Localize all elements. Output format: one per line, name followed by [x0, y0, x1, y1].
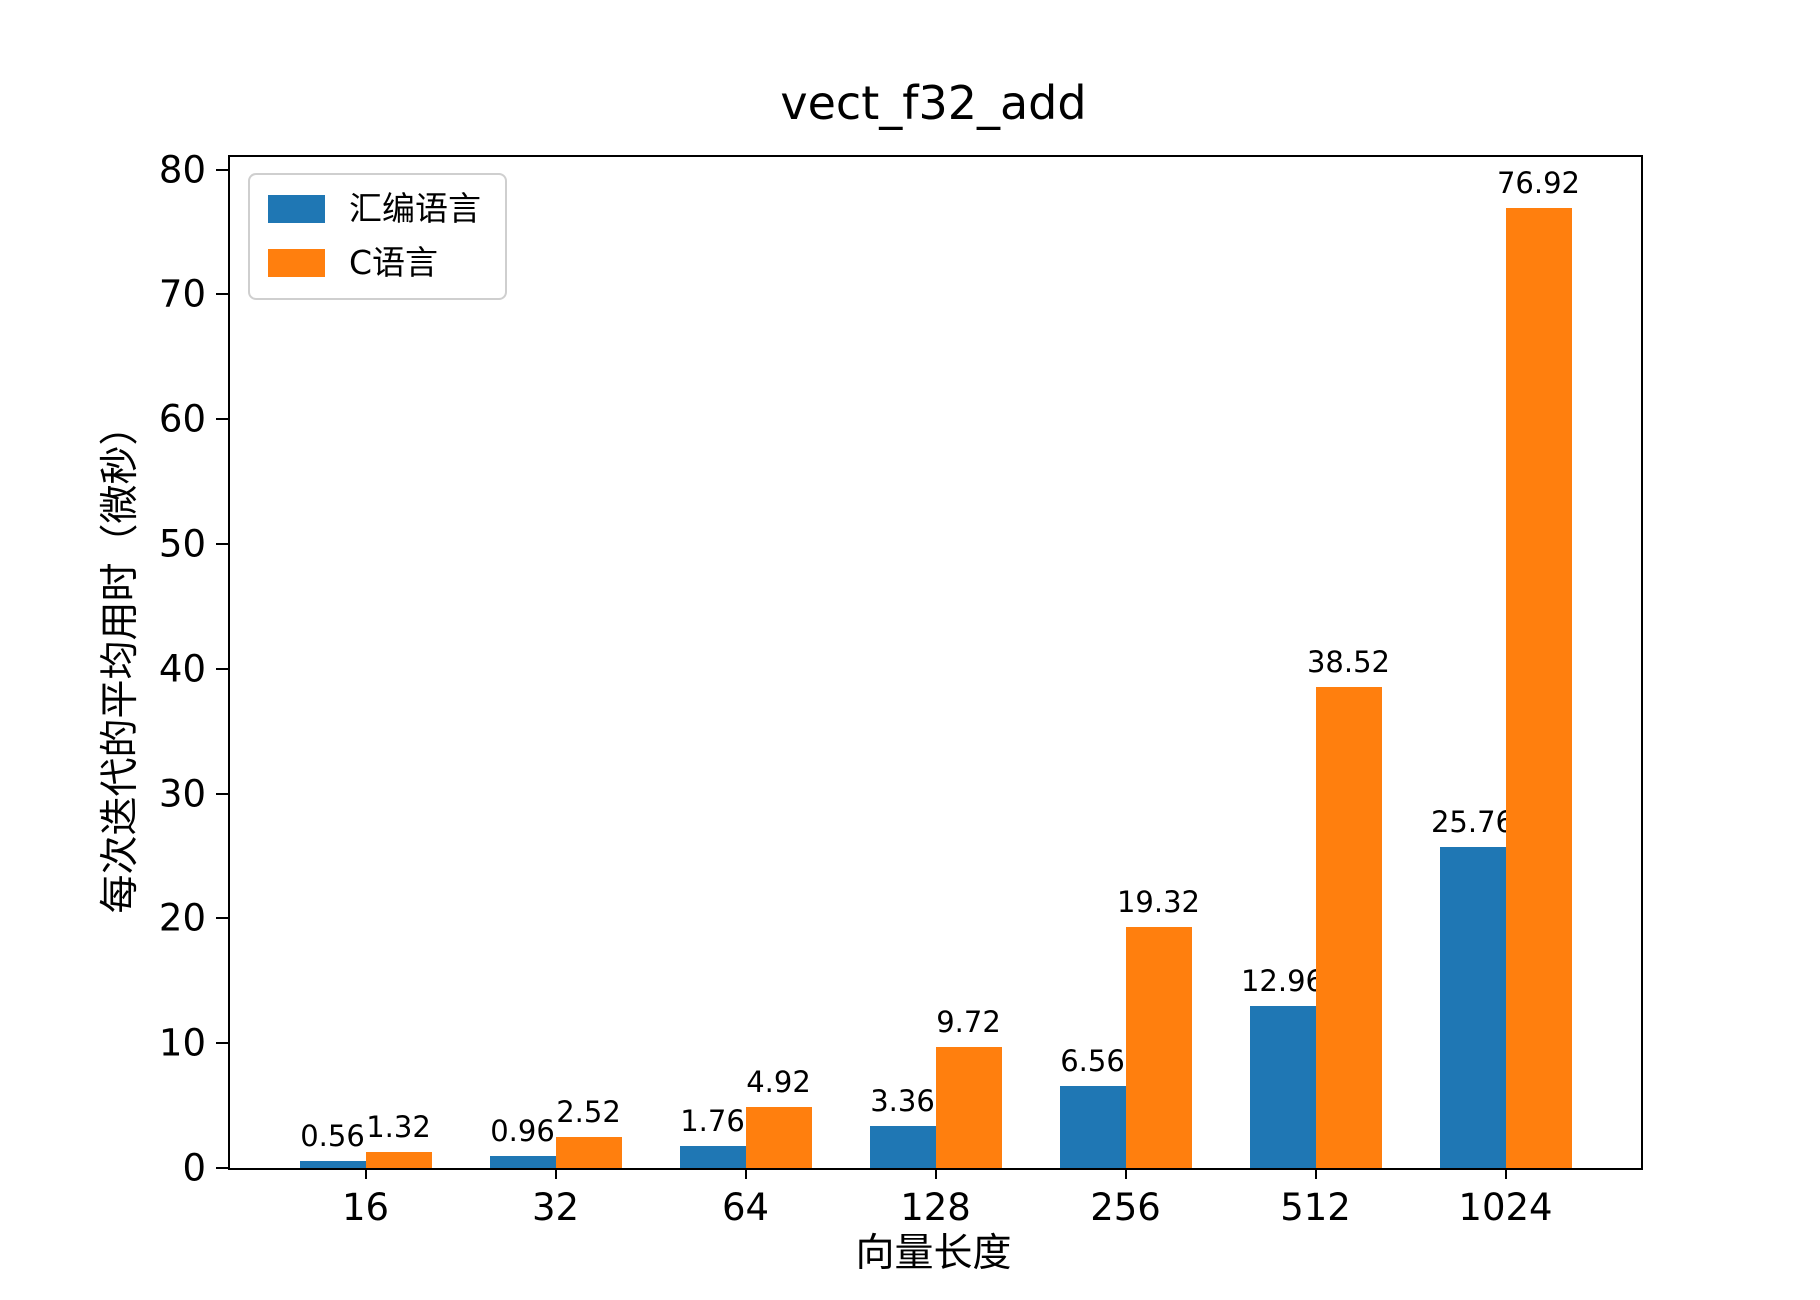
bar-汇编语言-64 [679, 1146, 746, 1168]
bar-value-label: 6.56 [1060, 1044, 1125, 1079]
x-tick-mark [554, 1168, 557, 1179]
bar-C语言-512 [1315, 687, 1382, 1168]
chart-title: vect_f32_add [780, 76, 1087, 130]
y-tick-mark [216, 293, 228, 296]
x-tick-label: 1024 [1458, 1186, 1553, 1229]
y-tick-label: 60 [158, 397, 206, 441]
bar-value-label: 9.72 [936, 1004, 1001, 1039]
bar-value-label: 0.96 [490, 1114, 555, 1148]
x-tick-mark [744, 1168, 747, 1179]
y-tick-label: 0 [182, 1146, 206, 1190]
y-tick-mark [216, 1042, 228, 1045]
y-axis-label: 每次迭代的平均用时（微秒） [98, 406, 143, 914]
x-axis-label: 向量长度 [855, 1231, 1012, 1276]
bar-汇编语言-256 [1059, 1086, 1126, 1168]
y-tick-mark [216, 792, 228, 795]
bar-value-label: 12.96 [1240, 964, 1325, 999]
legend: 汇编语言 C语言 [248, 173, 507, 300]
x-tick-mark [1504, 1168, 1507, 1179]
y-tick-label: 40 [158, 647, 206, 691]
y-tick-mark [216, 667, 228, 670]
bar-value-label: 76.92 [1496, 165, 1581, 200]
x-tick-mark [364, 1168, 367, 1179]
x-tick-label: 256 [1090, 1186, 1161, 1229]
bar-汇编语言-32 [489, 1156, 556, 1168]
y-tick-label: 70 [158, 272, 206, 316]
y-tick-mark [216, 542, 228, 545]
bar-C语言-256 [1125, 926, 1192, 1168]
x-tick-label: 64 [721, 1186, 770, 1229]
bar-C语言-32 [555, 1136, 622, 1168]
x-tick-label: 128 [900, 1186, 971, 1229]
legend-label-c: C语言 [349, 243, 439, 283]
bar-value-label: 25.76 [1430, 804, 1515, 839]
bar-value-label: 0.56 [300, 1119, 365, 1153]
x-tick-mark [1124, 1168, 1127, 1179]
bar-value-label: 3.36 [870, 1084, 935, 1119]
x-tick-label: 512 [1280, 1186, 1351, 1229]
y-tick-mark [216, 917, 228, 920]
plot-area: 汇编语言 C语言 0 10 20 30 40 50 60 70 80 16 0.56 1.32 32 0.… [159, 148, 1643, 1229]
legend-item-c: C语言 [268, 243, 481, 283]
y-tick-label: 80 [158, 148, 206, 191]
y-tick-mark [216, 1167, 228, 1169]
bar-value-label: 1.32 [366, 1109, 431, 1144]
legend-swatch-c [268, 249, 325, 278]
legend-swatch-assembly [268, 195, 325, 224]
bar-value-label: 2.52 [556, 1094, 621, 1129]
y-tick-label: 20 [158, 896, 206, 940]
bar-汇编语言-128 [869, 1126, 936, 1168]
y-tick-label: 10 [158, 1021, 206, 1065]
bar-C语言-16 [365, 1151, 432, 1168]
y-tick-label: 30 [158, 772, 206, 816]
bar-value-label: 38.52 [1306, 645, 1391, 680]
x-tick-label: 16 [341, 1186, 390, 1229]
y-tick-label: 50 [158, 522, 206, 566]
y-tick-mark [216, 418, 228, 421]
bar-汇编语言-1024 [1439, 846, 1506, 1168]
bar-C语言-128 [935, 1046, 1002, 1168]
x-tick-label: 32 [531, 1186, 580, 1229]
y-tick-mark [216, 168, 228, 171]
bar-C语言-64 [745, 1106, 812, 1168]
bar-value-label: 19.32 [1116, 884, 1201, 919]
x-tick-mark [934, 1168, 937, 1179]
bar-value-label: 4.92 [746, 1064, 811, 1099]
bar-value-label: 1.76 [680, 1104, 745, 1138]
bar-汇编语言-512 [1249, 1006, 1316, 1168]
legend-item-assembly: 汇编语言 [268, 189, 481, 228]
bar-汇编语言-16 [299, 1161, 366, 1168]
legend-label-assembly: 汇编语言 [349, 189, 481, 228]
bar-C语言-1024 [1505, 207, 1572, 1168]
x-tick-mark [1314, 1168, 1317, 1179]
